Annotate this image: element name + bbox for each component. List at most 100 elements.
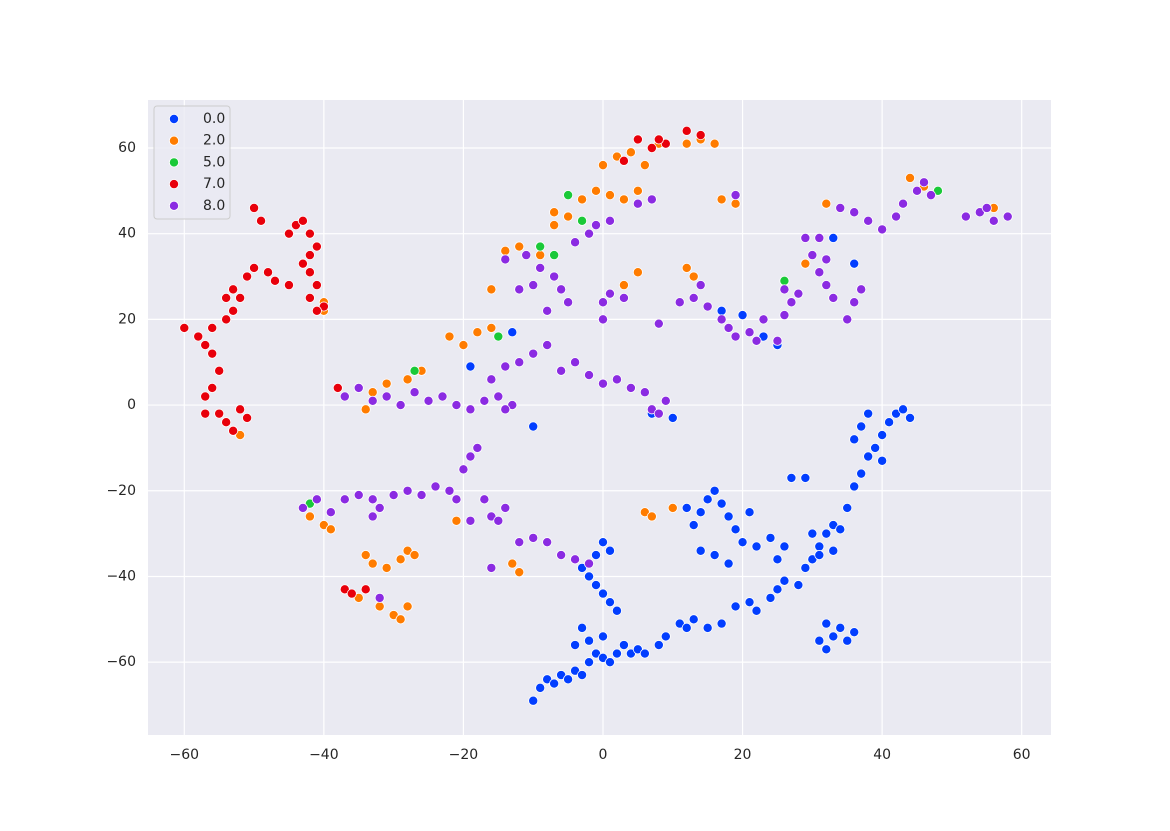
point (828, 232, 839, 243)
point (235, 292, 246, 303)
point (535, 262, 546, 273)
point (779, 310, 790, 321)
point (653, 640, 664, 651)
point (688, 520, 699, 531)
point (472, 327, 483, 338)
point (702, 622, 713, 633)
point (444, 331, 455, 342)
point (256, 215, 267, 226)
point (549, 271, 560, 282)
point (604, 545, 615, 556)
point (591, 550, 602, 561)
point (912, 185, 923, 196)
point (660, 395, 671, 406)
point (772, 554, 783, 565)
point (716, 314, 727, 325)
point (388, 490, 399, 501)
point (925, 190, 936, 201)
point (200, 340, 211, 351)
point (228, 425, 239, 436)
point (779, 575, 790, 586)
x-tick-label: 40 (873, 747, 891, 763)
point (597, 297, 608, 308)
point (563, 297, 574, 308)
point (374, 502, 385, 513)
point (381, 378, 392, 389)
point (737, 310, 748, 321)
point (179, 322, 190, 333)
point (514, 567, 525, 578)
point (402, 601, 413, 612)
point (528, 348, 539, 359)
point (611, 648, 622, 659)
point (563, 674, 574, 685)
point (535, 250, 546, 261)
point (604, 597, 615, 608)
point (311, 280, 322, 291)
point (207, 348, 218, 359)
point (597, 160, 608, 171)
point (542, 537, 553, 548)
x-tick-label: 0 (599, 747, 608, 763)
point (618, 155, 629, 166)
point (200, 408, 211, 419)
point (451, 400, 462, 411)
point (500, 254, 511, 265)
point (563, 190, 574, 201)
y-tick-label: 20 (118, 311, 136, 327)
point (200, 391, 211, 402)
point (960, 211, 971, 222)
point (514, 284, 525, 295)
point (709, 485, 720, 496)
point (730, 198, 741, 209)
point (835, 202, 846, 213)
point (849, 434, 860, 445)
point (625, 147, 636, 158)
point (618, 640, 629, 651)
point (584, 571, 595, 582)
point (821, 644, 832, 655)
point (528, 695, 539, 706)
point (646, 142, 657, 153)
point (332, 382, 343, 393)
legend-label: 7.0 (203, 176, 225, 192)
points (179, 125, 1013, 706)
point (304, 250, 315, 261)
point (723, 511, 734, 522)
point (584, 228, 595, 239)
point (821, 280, 832, 291)
legend-label: 2.0 (203, 133, 225, 149)
point (514, 241, 525, 252)
point (549, 220, 560, 231)
point (891, 211, 902, 222)
point (465, 361, 476, 372)
point (709, 550, 720, 561)
point (360, 404, 371, 415)
point (374, 592, 385, 603)
point (591, 220, 602, 231)
point (297, 258, 308, 269)
point (898, 404, 909, 415)
point (521, 250, 532, 261)
x-tick-label: 20 (734, 747, 752, 763)
point (493, 391, 504, 402)
point (751, 605, 762, 616)
point (542, 340, 553, 351)
point (535, 241, 546, 252)
point (228, 305, 239, 316)
point (849, 207, 860, 218)
point (228, 284, 239, 295)
point (311, 305, 322, 316)
point (870, 442, 881, 453)
point (730, 190, 741, 201)
point (632, 185, 643, 196)
point (751, 335, 762, 346)
point (688, 271, 699, 282)
point (381, 391, 392, 402)
point (646, 194, 657, 205)
point (681, 622, 692, 633)
point (681, 502, 692, 513)
point (304, 267, 315, 278)
point (451, 515, 462, 526)
point (563, 211, 574, 222)
